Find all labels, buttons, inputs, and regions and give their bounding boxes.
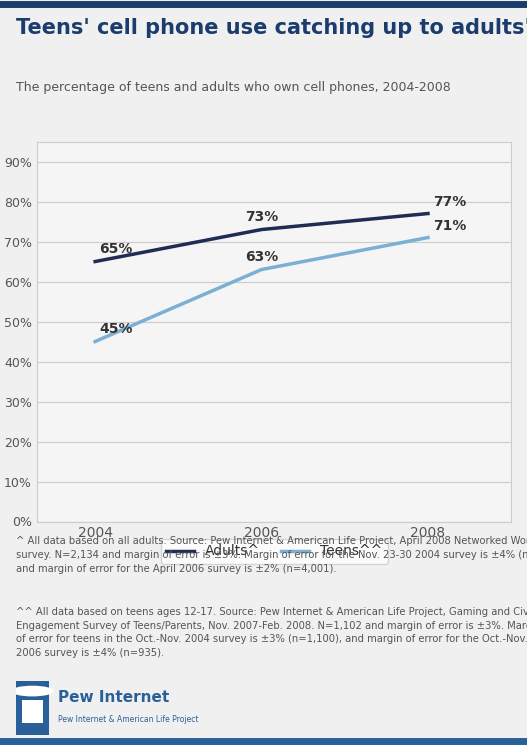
Text: 65%: 65% <box>99 241 133 256</box>
Text: 71%: 71% <box>433 219 466 232</box>
Text: Pew Internet & American Life Project: Pew Internet & American Life Project <box>58 715 199 724</box>
Text: 63%: 63% <box>245 250 278 264</box>
Text: ^ All data based on all adults. Source: Pew Internet & American Life Project, Ap: ^ All data based on all adults. Source: … <box>16 536 527 574</box>
Circle shape <box>11 685 54 697</box>
Text: Pew Internet: Pew Internet <box>58 690 170 705</box>
FancyBboxPatch shape <box>22 700 43 723</box>
Text: 45%: 45% <box>99 322 133 335</box>
Text: Teens' cell phone use catching up to adults': Teens' cell phone use catching up to adu… <box>16 18 527 37</box>
Text: 73%: 73% <box>245 209 278 224</box>
Text: 77%: 77% <box>433 194 466 209</box>
Text: ^^ All data based on teens ages 12-17. Source: Pew Internet & American Life Proj: ^^ All data based on teens ages 12-17. S… <box>16 607 527 658</box>
Legend: Adults^, Teens^^: Adults^, Teens^^ <box>161 539 387 564</box>
Text: The percentage of teens and adults who own cell phones, 2004-2008: The percentage of teens and adults who o… <box>16 81 451 94</box>
FancyBboxPatch shape <box>16 681 49 735</box>
